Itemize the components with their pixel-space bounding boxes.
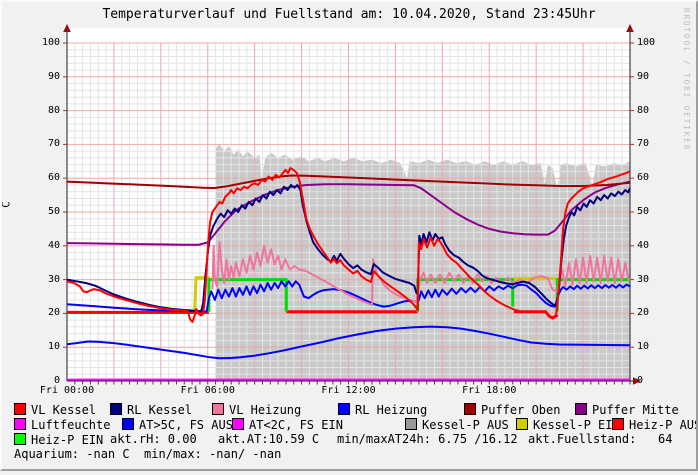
rrdtool-watermark: RRDTOOL / TOBI OETIKER [682, 8, 691, 152]
y-axis-unit-label: C [0, 201, 13, 208]
graph-title: Temperaturverlauf und Fuellstand am: 10.… [102, 7, 596, 22]
